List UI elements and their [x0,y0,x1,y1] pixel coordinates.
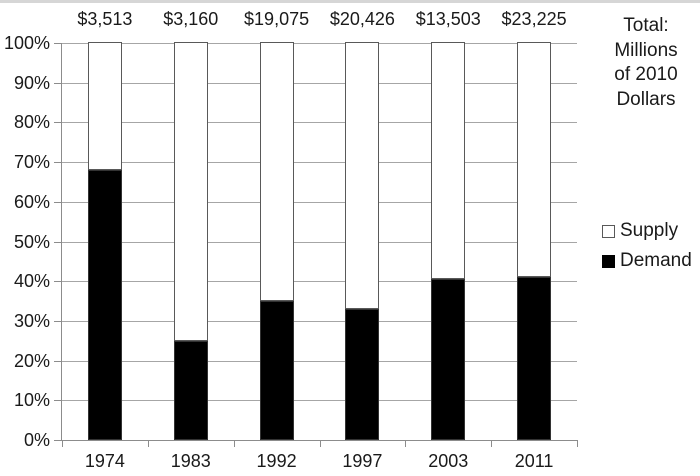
bar-1974-demand-segment [87,170,122,440]
y-axis-tick [54,162,62,164]
bar-1983-demand-segment [173,340,208,440]
total-units-note: Total: Millions of 2010 Dollars [592,14,700,112]
y-axis-label-20pct: 20% [13,350,50,371]
y-axis-tick [54,320,62,322]
y-axis-label-50pct: 50% [13,231,50,252]
gridline-10 [62,400,577,402]
gridline-50 [62,241,577,243]
y-axis-tick [54,400,62,402]
bar-total-label-1983: $3,160 [163,9,219,29]
gridline-70 [62,162,577,164]
total-note-line-2: of 2010 [614,64,678,85]
legend-item-demand: Demand [602,249,692,273]
y-axis-label-30pct: 30% [13,310,50,331]
y-axis-label-80pct: 80% [13,112,50,133]
legend-label-demand: Demand [620,250,692,271]
y-axis-label-10pct: 10% [13,390,50,411]
bar-total-label-1997: $20,426 [329,9,395,29]
x-axis-tick [491,441,493,447]
bar-2011-supply-segment [517,42,552,278]
x-axis-tick [405,441,407,447]
y-axis-tick [54,241,62,243]
bar-total-label-2003: $13,503 [415,9,481,29]
top-border-strip [0,0,700,3]
gridline-40 [62,281,577,283]
y-axis-tick [54,360,62,362]
bar-1983-supply-segment [173,42,208,341]
y-axis-tick [54,82,62,84]
x-axis-tick [577,441,578,447]
y-axis-label-40pct: 40% [13,271,50,292]
y-axis-label-100pct: 100% [3,33,50,53]
x-axis-tick [319,441,321,447]
x-axis-label-1992: 1992 [256,451,297,471]
x-axis-label-2003: 2003 [428,451,469,471]
x-axis-tick [62,441,63,447]
gridline-20 [62,360,577,362]
bar-1992-supply-segment [259,42,294,302]
legend-item-supply: Supply [602,219,678,243]
x-axis-tick [233,441,235,447]
y-axis-label-90pct: 90% [13,72,50,93]
bar-1983 [173,42,208,440]
gridline-100 [62,43,577,44]
x-axis-line [62,440,578,441]
bar-1997-supply-segment [345,42,380,309]
y-axis-tick [54,43,62,44]
gridline-30 [62,320,577,322]
bar-2003-supply-segment [431,42,466,280]
bar-1992 [259,42,294,440]
bar-1997-demand-segment [345,309,380,440]
bar-total-label-1992: $19,075 [244,9,310,29]
bar-1974 [87,42,122,440]
bar-2011 [517,42,552,440]
bar-2011-demand-segment [517,277,552,440]
x-axis-label-1983: 1983 [170,451,211,471]
bar-1997 [345,42,380,440]
bar-2003 [431,42,466,440]
x-axis-label-1974: 1974 [84,451,125,471]
y-axis-tick [54,281,62,283]
gridline-60 [62,201,577,203]
bar-1974-supply-segment [87,42,122,171]
y-axis-tick [54,122,62,124]
total-note-line-1: Millions [614,39,678,61]
y-axis-label-70pct: 70% [13,152,50,173]
legend-swatch-supply-icon [602,224,615,238]
x-axis-tick [147,441,149,447]
x-axis-label-2011: 2011 [514,451,554,471]
y-axis-tick [54,440,62,441]
plot-area [62,42,577,440]
legend-label-supply: Supply [620,220,679,241]
x-axis-label-1997: 1997 [342,451,383,471]
total-note-line-0: Total: [623,15,669,36]
y-axis-label-0pct: 0% [23,430,50,450]
bar-2003-demand-segment [431,279,466,440]
total-note-line-3: Dollars [616,88,676,110]
y-axis-label-60pct: 60% [13,191,50,212]
gridline-90 [62,82,577,84]
legend-swatch-demand-icon [602,254,615,268]
y-axis-tick [54,201,62,203]
bar-total-label-2011: $23,225 [501,9,567,29]
bar-1992-demand-segment [259,301,294,440]
gridline-80 [62,122,577,124]
bar-total-label-1974: $3,513 [77,9,133,29]
